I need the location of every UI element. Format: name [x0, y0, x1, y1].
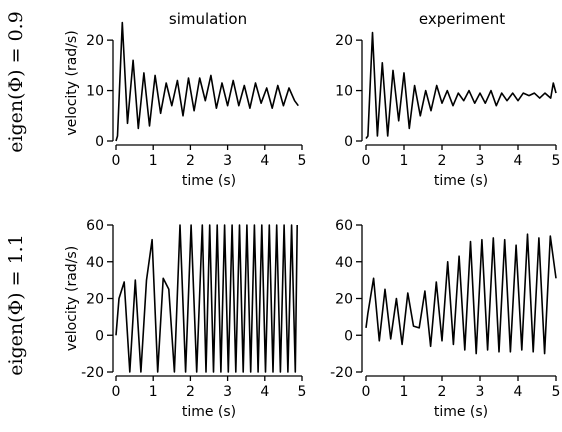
row-label-top: eigen(Φ) = 0.9 [5, 11, 27, 153]
y-axis-label: velocity (rad/s) [64, 30, 80, 135]
x-tick-label: 5 [552, 153, 561, 169]
y-tick-label: 20 [335, 292, 353, 308]
x-tick-label: 3 [223, 384, 232, 400]
x-tick-label: 3 [223, 153, 232, 169]
panel-experiment-1.1: -20 0 20 40 60 0 1 2 3 4 5 time (s) [330, 218, 560, 420]
y-tick-label: 0 [95, 134, 104, 150]
x-tick-label: 0 [112, 153, 121, 169]
series-line-0 [365, 233, 557, 355]
panel-simulation-0.9: 0 10 20 0 1 2 3 4 5 time (s) velocity (rad/s) [64, 21, 307, 189]
x-tick-label: 5 [298, 153, 307, 169]
x-tick-label: 3 [476, 384, 485, 400]
x-axis-label: time (s) [182, 173, 236, 189]
x-tick-label: 2 [186, 153, 195, 169]
y-tick-label: 20 [335, 33, 353, 49]
x-tick-label: 2 [438, 384, 447, 400]
panel-simulation-1.1: -20 0 20 40 60 0 1 2 3 4 5 time (s) velocity (rad/s) [64, 218, 306, 420]
x-tick-label: 1 [149, 153, 158, 169]
x-tick-label: 3 [476, 153, 485, 169]
series-line-0 [115, 224, 298, 373]
column-title-experiment: experiment [419, 10, 505, 28]
x-tick-label: 4 [514, 384, 523, 400]
x-tick-label: 0 [112, 384, 121, 400]
x-tick-label: 4 [514, 153, 523, 169]
x-tick-label: 4 [260, 153, 269, 169]
x-tick-label: 0 [362, 384, 371, 400]
x-tick-label: 2 [186, 384, 195, 400]
x-tick-label: 4 [260, 384, 269, 400]
y-tick-label: -20 [330, 365, 353, 381]
y-tick-label: 40 [335, 255, 353, 271]
column-title-simulation: simulation [169, 10, 247, 28]
x-axis-label: time (s) [434, 173, 488, 189]
series-line-0 [365, 31, 557, 139]
x-axis-label: time (s) [434, 404, 488, 420]
x-tick-label: 2 [438, 153, 447, 169]
x-tick-label: 1 [149, 384, 158, 400]
y-tick-label: 10 [86, 84, 104, 100]
y-tick-label: 20 [86, 33, 104, 49]
x-tick-label: 1 [400, 384, 409, 400]
y-tick-label: 0 [344, 134, 353, 150]
x-tick-label: 5 [298, 384, 307, 400]
row-label-bottom: eigen(Φ) = 1.1 [5, 234, 27, 376]
y-tick-label: 0 [344, 328, 353, 344]
series-line-0 [115, 21, 299, 142]
y-tick-label: 10 [335, 84, 353, 100]
y-tick-label: 60 [86, 218, 104, 234]
x-tick-label: 5 [552, 384, 561, 400]
y-tick-label: 0 [95, 328, 104, 344]
x-tick-label: 0 [362, 153, 371, 169]
y-tick-label: 60 [335, 218, 353, 234]
x-tick-label: 1 [400, 153, 409, 169]
y-tick-label: -20 [81, 365, 104, 381]
y-tick-label: 20 [86, 292, 104, 308]
y-axis-label: velocity (rad/s) [64, 246, 80, 351]
x-axis-label: time (s) [182, 404, 236, 420]
y-tick-label: 40 [86, 255, 104, 271]
panel-experiment-0.9: 0 10 20 0 1 2 3 4 5 time (s) [335, 31, 561, 189]
